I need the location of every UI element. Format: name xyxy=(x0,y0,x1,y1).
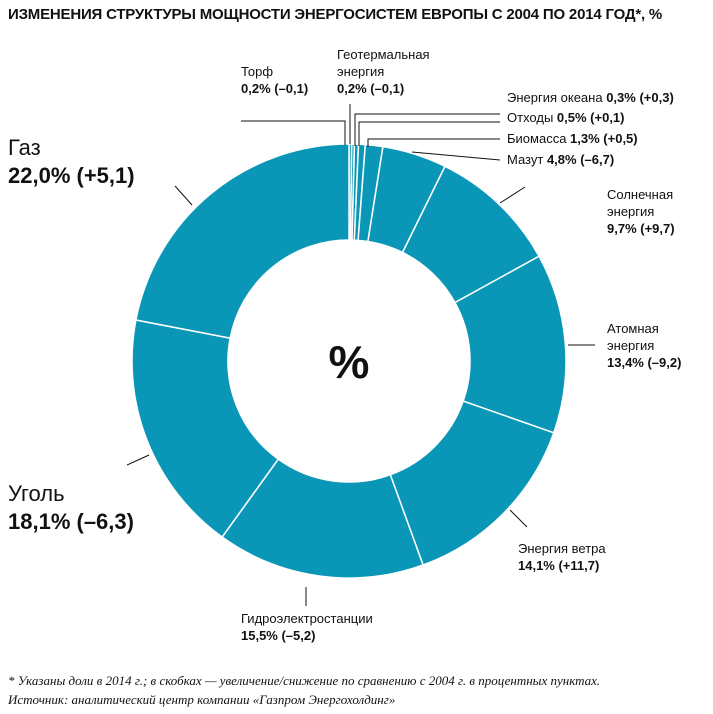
label-coal: Уголь 18,1% (–6,3) xyxy=(8,481,134,534)
leader-coal xyxy=(126,454,150,466)
slice-10 xyxy=(221,458,425,579)
label-ocean: Энергия океана 0,3% (+0,3) xyxy=(507,90,674,105)
slices-group xyxy=(131,143,567,579)
center-label: % xyxy=(329,336,370,388)
source-note: Источник: аналитический центр компании «… xyxy=(8,692,396,707)
chart-title: ИЗМЕНЕНИЯ СТРУКТУРЫ МОЩНОСТИ ЭНЕРГОСИСТЕ… xyxy=(8,6,663,23)
label-oil: Мазут 4,8% (–6,7) xyxy=(507,152,615,167)
label-waste: Отходы 0,5% (+0,1) xyxy=(507,110,625,125)
label-nuclear: Атомная энергия 13,4% (–9,2) xyxy=(607,321,682,370)
leader-bio xyxy=(367,138,500,147)
leader-waste xyxy=(358,121,500,146)
label-gas: Газ 22,0% (+5,1) xyxy=(8,135,135,188)
leader-ocean xyxy=(354,113,500,146)
label-hydro: Гидроэлектростанции 15,5% (–5,2) xyxy=(241,611,373,643)
footnote: * Указаны доли в 2014 г.; в скобках — ув… xyxy=(8,673,601,688)
label-biomass: Биомасса 1,3% (+0,5) xyxy=(507,131,638,146)
label-geothermal: Геотермальная энергия 0,2% (–0,1) xyxy=(337,47,430,96)
slice-12 xyxy=(135,143,350,340)
leader-gas xyxy=(174,185,193,206)
leader-oil xyxy=(411,151,501,161)
leader-solar xyxy=(499,186,526,204)
leader-lines xyxy=(126,104,595,606)
leader-wind xyxy=(509,509,528,528)
label-solar: Солнечная энергия 9,7% (+9,7) xyxy=(607,187,675,236)
label-torf: Торф 0,2% (–0,1) xyxy=(241,64,309,96)
footer: * Указаны доли в 2014 г.; в скобках — ув… xyxy=(8,671,600,709)
label-wind: Энергия ветра 14,1% (+11,7) xyxy=(518,541,606,573)
slice-11 xyxy=(131,319,280,539)
leader-torf xyxy=(241,120,346,145)
